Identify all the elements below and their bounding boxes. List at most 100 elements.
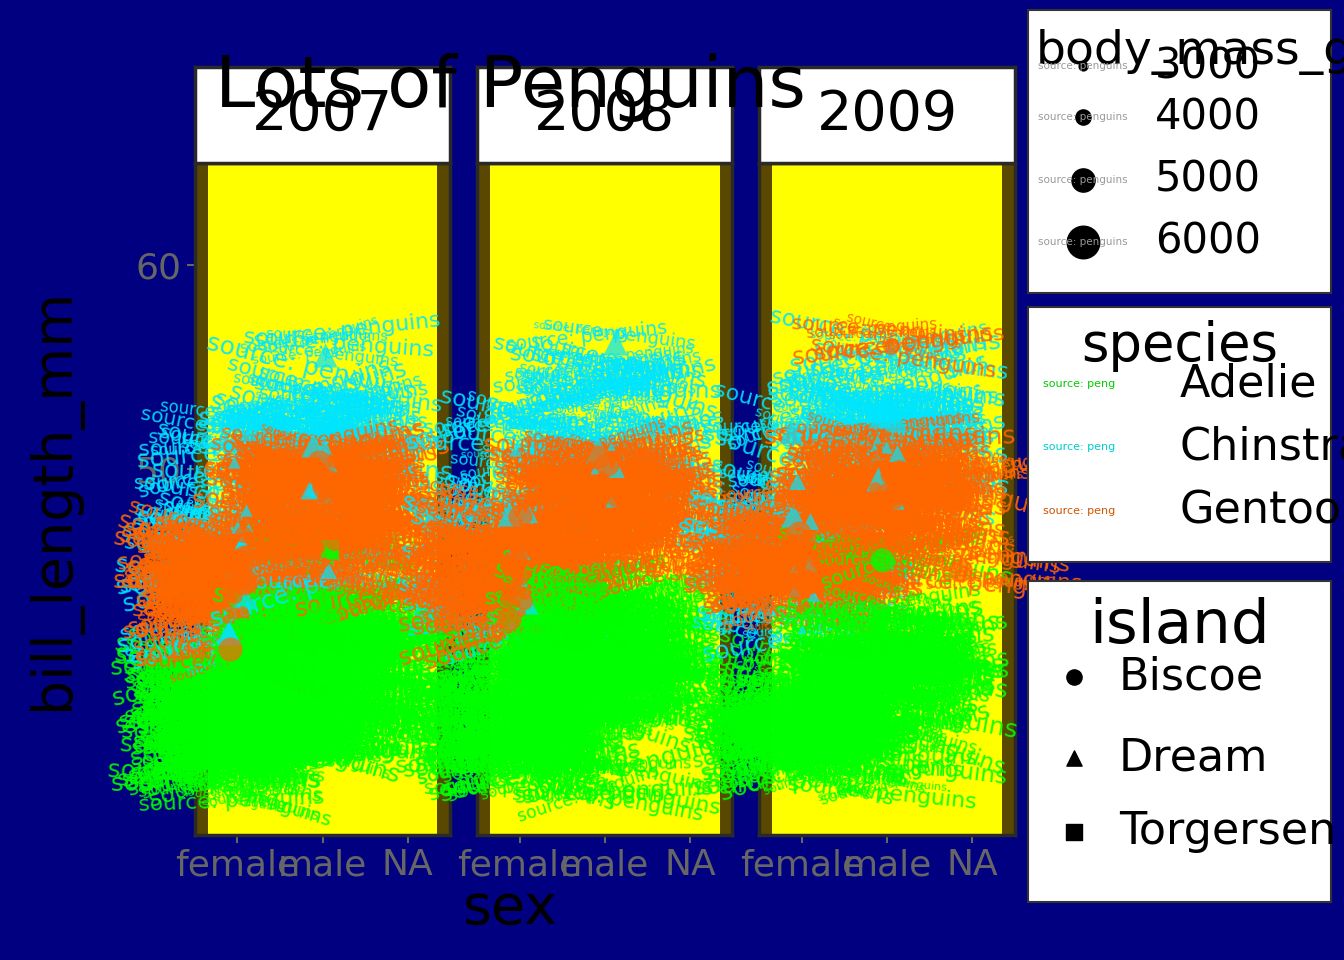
Text: source: penguins: source: penguins [270,430,419,481]
Text: source: penguins: source: penguins [780,627,977,674]
Text: source: penguins: source: penguins [155,541,358,600]
Text: 2009: 2009 [816,88,958,142]
Text: source: penguins: source: penguins [191,542,323,563]
Text: source: penguins: source: penguins [519,657,700,698]
Text: source: penguins: source: penguins [474,637,570,675]
Point [233,660,254,675]
Text: source: penguins: source: penguins [528,342,720,424]
Text: source: penguins: source: penguins [464,715,574,742]
Text: source: penguins: source: penguins [718,525,902,603]
Text: source: penguins: source: penguins [438,419,638,465]
Text: source: penguins: source: penguins [755,683,871,734]
Text: source: penguins: source: penguins [797,446,942,472]
Text: source: penguins: source: penguins [812,660,984,689]
Text: source: penguins: source: penguins [785,591,1000,635]
Point [798,718,820,733]
Text: source: penguins: source: penguins [273,645,384,671]
Point [866,432,887,447]
Text: source: penguins: source: penguins [250,455,445,501]
Text: source: penguins: source: penguins [192,672,294,686]
Text: source: penguins: source: penguins [136,429,347,472]
Text: source: penguins: source: penguins [864,685,954,699]
Text: source: penguins: source: penguins [832,638,993,696]
Text: source: penguins: source: penguins [800,647,964,703]
Point [309,625,331,640]
Text: source: penguins: source: penguins [824,444,921,461]
Text: source: penguins: source: penguins [190,438,281,455]
Point [231,537,253,552]
Text: source: penguins: source: penguins [566,342,695,371]
Text: source: penguins: source: penguins [227,429,387,480]
Text: source: penguins: source: penguins [262,453,358,488]
Text: source: penguins: source: penguins [527,568,732,596]
Point [226,554,247,569]
Text: source: penguins: source: penguins [219,528,419,612]
Text: source: penguins: source: penguins [202,711,394,762]
Text: source: penguins: source: penguins [796,632,985,700]
Text: source: penguins: source: penguins [460,532,622,602]
Text: source: penguins: source: penguins [745,714,840,736]
Text: source: penguins: source: penguins [849,629,973,672]
Text: source: penguins: source: penguins [798,484,956,509]
Text: source: penguins: source: penguins [418,465,594,542]
Text: source: penguins: source: penguins [270,603,355,631]
Text: source: penguins: source: penguins [184,525,289,547]
Text: source: penguins: source: penguins [243,492,384,519]
Text: source: penguins: source: penguins [161,569,360,607]
Text: source: penguins: source: penguins [704,509,855,542]
Text: source: penguins: source: penguins [724,564,875,583]
Text: source: penguins: source: penguins [552,480,637,514]
Text: source: penguins: source: penguins [758,535,882,564]
Text: source: penguins: source: penguins [403,594,590,620]
Text: source: penguins: source: penguins [485,606,680,643]
Text: source: penguins: source: penguins [281,457,405,490]
Text: source: penguins: source: penguins [129,640,302,710]
Text: source: penguins: source: penguins [282,749,374,763]
Text: source: penguins: source: penguins [181,525,332,578]
Text: source: penguins: source: penguins [251,537,375,590]
Text: source: penguins: source: penguins [276,742,407,767]
Text: source: penguins: source: penguins [169,667,344,710]
Text: source: penguins: source: penguins [220,633,425,679]
Text: source: penguins: source: penguins [224,581,431,644]
Text: source: penguins: source: penguins [724,551,925,598]
Text: source: penguins: source: penguins [376,632,469,649]
Text: source: penguins: source: penguins [749,707,888,731]
Point [215,753,237,768]
Text: source: penguins: source: penguins [840,410,980,439]
Text: source: penguins: source: penguins [470,740,569,768]
Text: source: penguins: source: penguins [160,671,265,717]
Text: source: penguins: source: penguins [718,736,909,784]
Text: source: penguins: source: penguins [254,612,376,642]
Text: source: penguins: source: penguins [461,496,581,529]
Text: source: penguins: source: penguins [156,515,349,592]
Text: source: penguins: source: penguins [121,520,305,573]
Text: source: penguins: source: penguins [188,699,314,720]
Text: source: penguins: source: penguins [142,732,310,789]
Text: source: penguins: source: penguins [765,488,886,530]
Text: source: penguins: source: penguins [172,579,265,590]
Text: source: penguins: source: penguins [185,533,331,578]
Text: source: penguins: source: penguins [246,497,368,516]
Text: source: penguins: source: penguins [120,739,310,791]
Text: source: penguins: source: penguins [499,612,704,684]
Text: source: penguins: source: penguins [421,568,589,614]
Point [223,748,245,763]
Text: source: penguins: source: penguins [758,702,886,752]
Text: source: penguins: source: penguins [243,614,438,639]
Text: source: penguins: source: penguins [237,511,429,539]
Text: source: penguins: source: penguins [516,445,720,527]
Text: source: penguins: source: penguins [774,556,880,569]
Text: source: penguins: source: penguins [489,611,583,635]
Text: source: penguins: source: penguins [155,546,363,629]
Point [870,409,891,424]
Text: source: penguins: source: penguins [521,614,677,655]
Text: source: penguins: source: penguins [227,619,391,667]
Text: source: penguins: source: penguins [531,468,681,494]
Text: source: penguins: source: penguins [273,696,406,715]
Text: source: penguins: source: penguins [181,747,265,783]
Text: source: penguins: source: penguins [274,530,390,549]
Point [598,654,620,669]
Text: source: penguins: source: penguins [556,703,698,729]
Text: source: penguins: source: penguins [452,560,546,599]
